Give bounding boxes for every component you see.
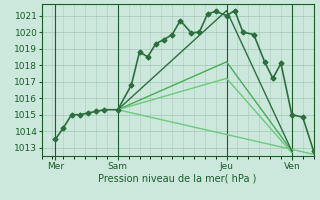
X-axis label: Pression niveau de la mer( hPa ): Pression niveau de la mer( hPa ) bbox=[99, 173, 257, 183]
